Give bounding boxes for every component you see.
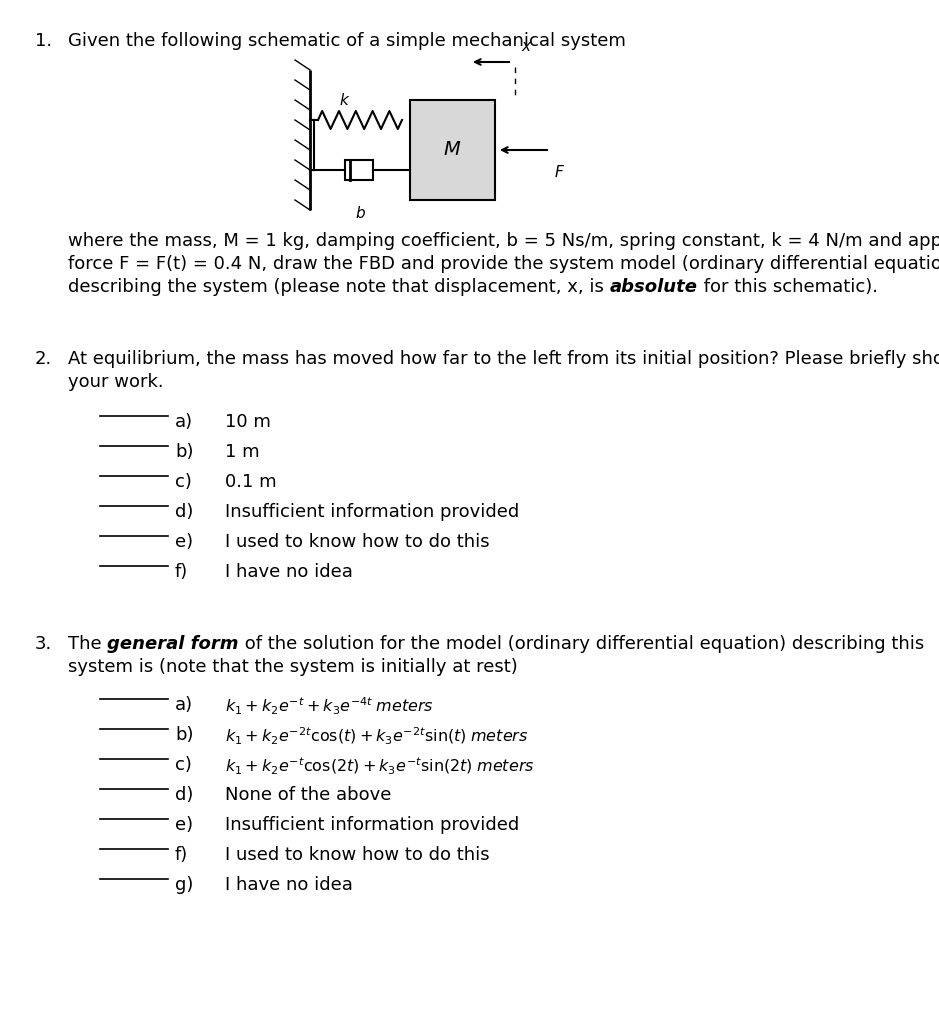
Text: $k_1 + k_2 e^{-2t}\cos(t) + k_3 e^{-2t}\sin(t)\; meters$: $k_1 + k_2 e^{-2t}\cos(t) + k_3 e^{-2t}\…: [225, 726, 529, 748]
Text: I used to know how to do this: I used to know how to do this: [225, 534, 489, 551]
Text: $k_1 + k_2 e^{-t} + k_3 e^{-4t}\; meters$: $k_1 + k_2 e^{-t} + k_3 e^{-4t}\; meters…: [225, 696, 434, 718]
Text: $k$: $k$: [339, 92, 350, 108]
Bar: [410, 100, 495, 200]
Text: where the mass, M = 1 kg, damping coefficient, b = 5 Ns/m, spring constant, k = : where the mass, M = 1 kg, damping coeffi…: [68, 232, 939, 250]
Text: d): d): [175, 503, 193, 521]
Text: I used to know how to do this: I used to know how to do this: [225, 846, 489, 864]
Text: e): e): [175, 534, 193, 551]
Text: general form: general form: [107, 635, 239, 653]
Text: b): b): [175, 726, 193, 744]
Text: 2.: 2.: [35, 350, 53, 368]
Text: 1 m: 1 m: [225, 443, 259, 461]
Text: your work.: your work.: [68, 373, 163, 391]
Text: 3.: 3.: [35, 635, 53, 653]
Text: a): a): [175, 696, 193, 714]
Text: f): f): [175, 846, 188, 864]
Text: At equilibrium, the mass has moved how far to the left from its initial position: At equilibrium, the mass has moved how f…: [68, 350, 939, 368]
Text: $x$: $x$: [521, 40, 532, 54]
Text: c): c): [175, 473, 192, 490]
Text: None of the above: None of the above: [225, 786, 392, 804]
Text: 0.1 m: 0.1 m: [225, 473, 277, 490]
Text: for this schematic).: for this schematic).: [698, 278, 878, 296]
Text: force F = F(t) = 0.4 N, draw the FBD and provide the system model (ordinary diff: force F = F(t) = 0.4 N, draw the FBD and…: [68, 255, 939, 273]
Text: b): b): [175, 443, 193, 461]
Text: $M$: $M$: [443, 141, 462, 159]
Text: 1.: 1.: [35, 32, 53, 50]
Text: $b$: $b$: [355, 205, 365, 221]
Text: Insufficient information provided: Insufficient information provided: [225, 816, 519, 834]
Text: I have no idea: I have no idea: [225, 563, 353, 581]
Text: describing the system (please note that displacement, x, is: describing the system (please note that …: [68, 278, 609, 296]
Text: $F$: $F$: [554, 164, 565, 180]
Text: f): f): [175, 563, 188, 581]
Text: a): a): [175, 413, 193, 431]
Text: 10 m: 10 m: [225, 413, 270, 431]
Text: g): g): [175, 876, 193, 894]
Text: I have no idea: I have no idea: [225, 876, 353, 894]
Text: Given the following schematic of a simple mechanical system: Given the following schematic of a simpl…: [68, 32, 626, 50]
Text: e): e): [175, 816, 193, 834]
Bar: [345, 160, 373, 180]
Text: c): c): [175, 756, 192, 774]
Text: system is (note that the system is initially at rest): system is (note that the system is initi…: [68, 658, 517, 676]
Text: d): d): [175, 786, 193, 804]
Text: $k_1 + k_2 e^{-t}\cos(2t) + k_3 e^{-t}\sin(2t)\; meters$: $k_1 + k_2 e^{-t}\cos(2t) + k_3 e^{-t}\s…: [225, 756, 534, 777]
Text: of the solution for the model (ordinary differential equation) describing this: of the solution for the model (ordinary …: [239, 635, 924, 653]
Text: Insufficient information provided: Insufficient information provided: [225, 503, 519, 521]
Text: absolute: absolute: [609, 278, 698, 296]
Text: The: The: [68, 635, 107, 653]
